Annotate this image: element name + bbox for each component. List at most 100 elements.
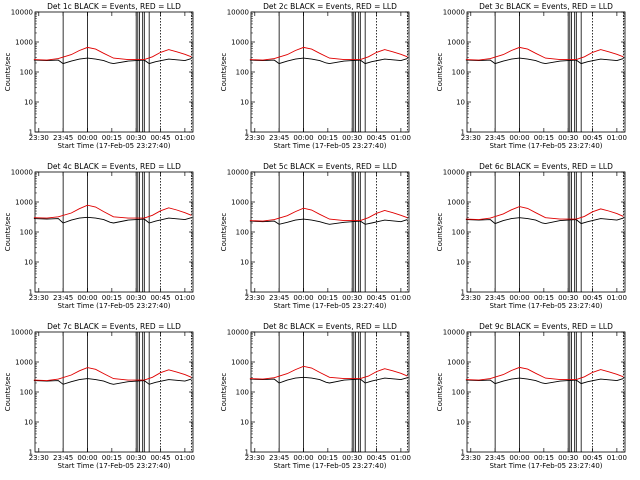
x-tick-label: 23:30 bbox=[29, 454, 49, 462]
x-tick-label: 00:30 bbox=[558, 454, 578, 462]
series-line-lld bbox=[249, 365, 408, 380]
x-tick-label: 00:30 bbox=[342, 454, 362, 462]
x-tick-label: 00:15 bbox=[102, 134, 122, 142]
x-axis-title: Start Time (17-Feb-05 23:27:40) bbox=[57, 142, 170, 150]
y-axis-title: Counts/sec bbox=[4, 53, 12, 92]
x-tick-label: 00:30 bbox=[558, 134, 578, 142]
chart-title: Det 5c BLACK = Events, RED = LLD bbox=[263, 162, 397, 171]
series-line-lld bbox=[33, 367, 192, 382]
y-tick-label: 10000 bbox=[11, 329, 33, 337]
series-line-events bbox=[465, 57, 624, 65]
x-tick-label: 00:30 bbox=[342, 294, 362, 302]
y-axis-title: Counts/sec bbox=[220, 373, 228, 412]
x-tick-label: 00:00 bbox=[509, 294, 529, 302]
x-tick-label: 00:45 bbox=[366, 134, 386, 142]
x-tick-label: 23:45 bbox=[53, 294, 73, 302]
x-tick-label: 00:45 bbox=[150, 294, 170, 302]
chart-panel: Det 9c BLACK = Events, RED = LLD 1 10 100 10… bbox=[436, 322, 627, 470]
y-tick-label: 1 bbox=[245, 129, 249, 137]
plot-frame bbox=[250, 11, 410, 133]
x-tick-label: 01:00 bbox=[607, 454, 627, 462]
x-tick-label: 00:00 bbox=[77, 134, 97, 142]
y-tick-label: 1000 bbox=[15, 359, 33, 367]
x-tick-label: 01:00 bbox=[175, 454, 195, 462]
y-tick-label: 1 bbox=[245, 289, 249, 297]
y-axis-title: Counts/sec bbox=[220, 213, 228, 252]
x-tick-label: 00:00 bbox=[293, 134, 313, 142]
x-tick-label: 23:45 bbox=[269, 454, 289, 462]
x-tick-label: 00:45 bbox=[150, 454, 170, 462]
x-tick-label: 00:00 bbox=[77, 454, 97, 462]
y-tick-label: 1000 bbox=[231, 359, 249, 367]
x-tick-label: 00:15 bbox=[318, 134, 338, 142]
x-tick-label: 01:00 bbox=[607, 134, 627, 142]
chart-title: Det 9c BLACK = Events, RED = LLD bbox=[479, 322, 613, 331]
y-tick-label: 10000 bbox=[11, 169, 33, 177]
y-axis-title: Counts/sec bbox=[436, 373, 444, 412]
y-tick-label: 10000 bbox=[227, 329, 249, 337]
x-tick-label: 23:30 bbox=[245, 294, 265, 302]
x-tick-label: 23:45 bbox=[485, 454, 505, 462]
y-tick-label: 100 bbox=[452, 229, 465, 237]
y-axis-title: Counts/sec bbox=[436, 213, 444, 252]
series-line-events bbox=[249, 218, 408, 225]
y-tick-label: 1 bbox=[245, 449, 249, 457]
x-tick-label: 01:00 bbox=[175, 134, 195, 142]
x-tick-label: 00:30 bbox=[126, 454, 146, 462]
x-tick-label: 23:30 bbox=[29, 294, 49, 302]
y-tick-label: 10 bbox=[240, 259, 249, 267]
x-tick-label: 00:00 bbox=[509, 134, 529, 142]
chart-title: Det 4c BLACK = Events, RED = LLD bbox=[47, 162, 181, 171]
y-tick-label: 100 bbox=[236, 389, 249, 397]
x-tick-label: 00:45 bbox=[582, 294, 602, 302]
y-tick-label: 1000 bbox=[231, 39, 249, 47]
chart-panel: Det 8c BLACK = Events, RED = LLD 1 10 100 10… bbox=[220, 322, 411, 470]
x-tick-label: 00:15 bbox=[534, 134, 554, 142]
series-line-events bbox=[33, 57, 192, 65]
plot-frame bbox=[34, 11, 194, 133]
plot-frame bbox=[34, 171, 194, 293]
x-axis-title: Start Time (17-Feb-05 23:27:40) bbox=[57, 302, 170, 310]
x-tick-label: 00:15 bbox=[534, 454, 554, 462]
series-line-events bbox=[33, 378, 192, 385]
y-tick-label: 1000 bbox=[447, 199, 465, 207]
x-tick-label: 00:00 bbox=[293, 454, 313, 462]
y-tick-label: 10 bbox=[456, 419, 465, 427]
chart-panel: Det 6c BLACK = Events, RED = LLD 1 10 100 10… bbox=[436, 162, 627, 310]
x-axis-title: Start Time (17-Feb-05 23:27:40) bbox=[273, 142, 386, 150]
series-line-events bbox=[249, 57, 408, 65]
plot-frame bbox=[466, 331, 626, 453]
y-tick-label: 10000 bbox=[227, 9, 249, 17]
x-tick-label: 00:00 bbox=[509, 454, 529, 462]
chart-title: Det 2c BLACK = Events, RED = LLD bbox=[263, 2, 397, 11]
x-tick-label: 00:15 bbox=[102, 454, 122, 462]
chart-panel: Det 2c BLACK = Events, RED = LLD 1 10 100 10… bbox=[220, 2, 411, 150]
x-tick-label: 00:45 bbox=[366, 454, 386, 462]
x-tick-label: 23:30 bbox=[461, 294, 481, 302]
chart-panel: Det 7c BLACK = Events, RED = LLD 1 10 100 10… bbox=[4, 322, 195, 470]
x-axis-title: Start Time (17-Feb-05 23:27:40) bbox=[273, 302, 386, 310]
y-tick-label: 10 bbox=[240, 99, 249, 107]
x-tick-label: 23:30 bbox=[245, 134, 265, 142]
x-tick-label: 00:15 bbox=[318, 294, 338, 302]
y-tick-label: 10 bbox=[24, 419, 33, 427]
y-tick-label: 100 bbox=[236, 229, 249, 237]
y-tick-label: 10000 bbox=[443, 9, 465, 17]
y-tick-label: 1000 bbox=[447, 39, 465, 47]
y-tick-label: 1000 bbox=[15, 39, 33, 47]
y-tick-label: 10 bbox=[24, 259, 33, 267]
chart-title: Det 6c BLACK = Events, RED = LLD bbox=[479, 162, 613, 171]
x-axis-title: Start Time (17-Feb-05 23:27:40) bbox=[273, 462, 386, 470]
x-tick-label: 00:15 bbox=[318, 454, 338, 462]
series-line-lld bbox=[249, 207, 408, 222]
y-tick-label: 1000 bbox=[447, 359, 465, 367]
y-tick-label: 100 bbox=[452, 69, 465, 77]
x-tick-label: 00:30 bbox=[342, 134, 362, 142]
x-axis-title: Start Time (17-Feb-05 23:27:40) bbox=[489, 462, 602, 470]
x-tick-label: 23:45 bbox=[53, 454, 73, 462]
series-line-lld bbox=[465, 46, 624, 61]
x-tick-label: 23:30 bbox=[461, 454, 481, 462]
x-tick-label: 00:45 bbox=[366, 294, 386, 302]
series-line-lld bbox=[249, 46, 408, 61]
